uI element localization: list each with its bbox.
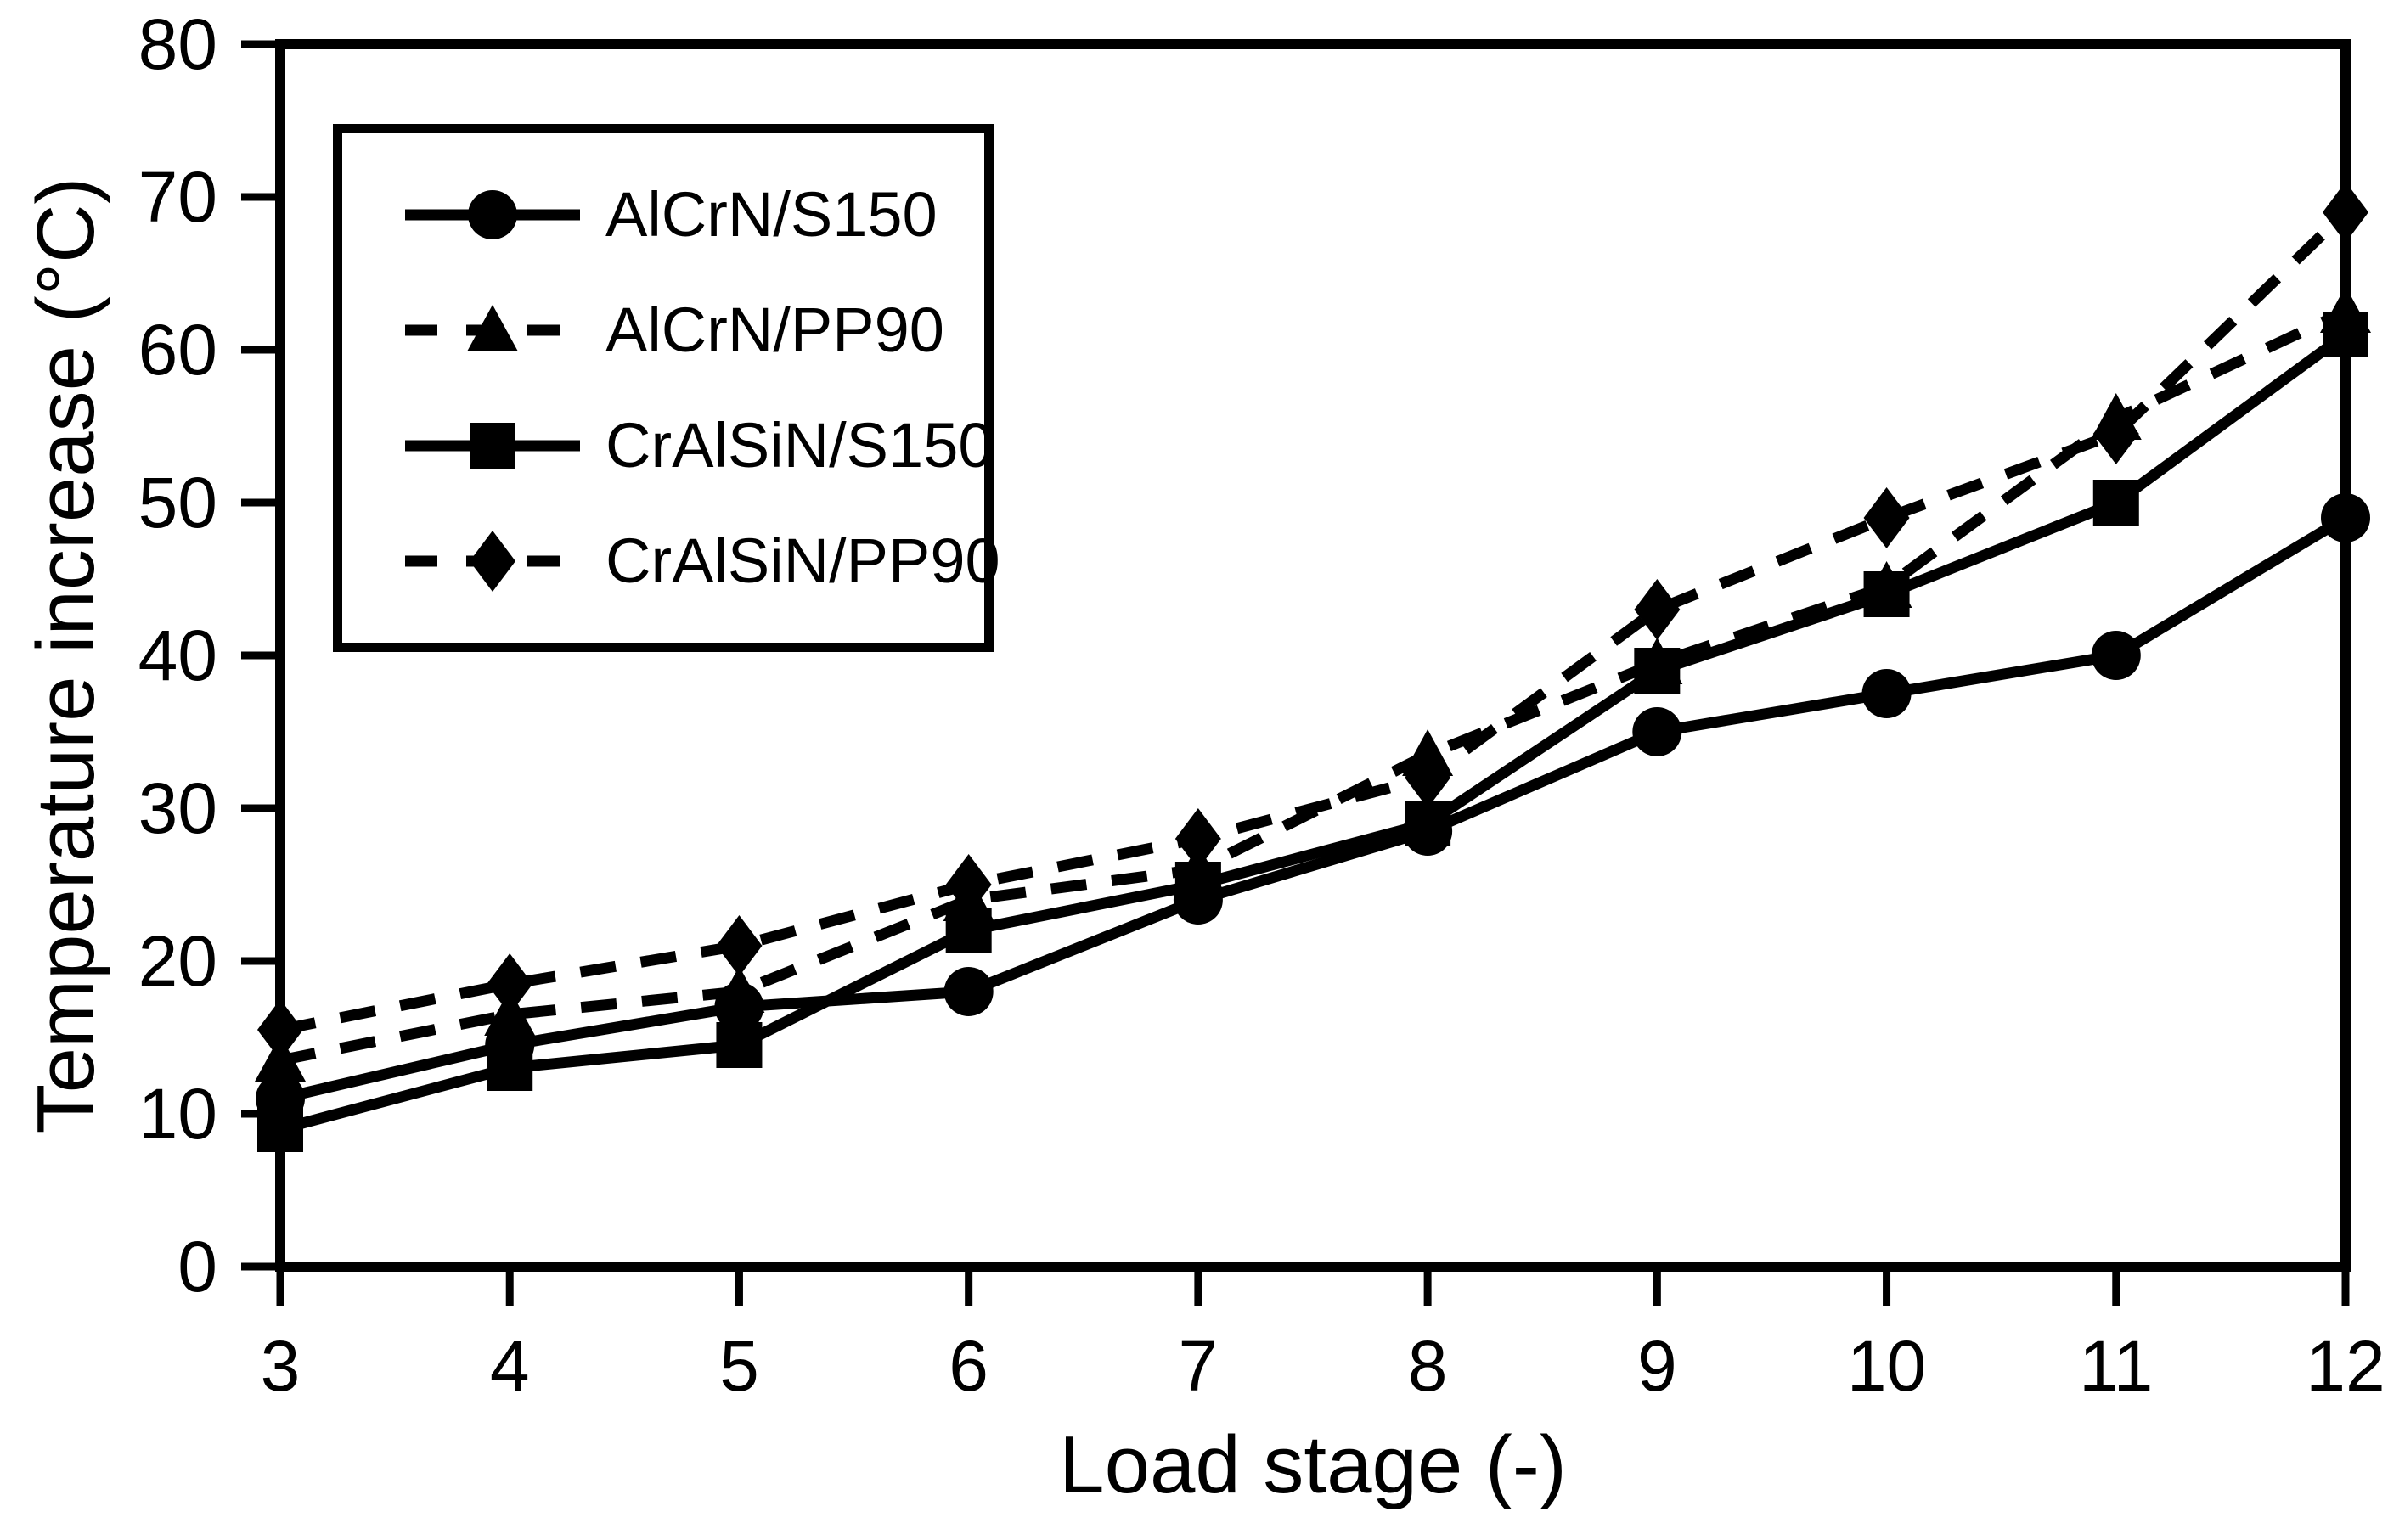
square-marker — [2323, 312, 2368, 357]
triangle-marker — [467, 305, 518, 351]
diamond-marker — [1405, 747, 1451, 808]
y-tick-label: 30 — [138, 768, 217, 848]
x-axis-title: Load stage (-) — [1059, 1419, 1567, 1510]
diamond-marker-icon — [405, 531, 580, 592]
x-tick-label: 6 — [949, 1326, 988, 1406]
x-tick-label: 7 — [1179, 1326, 1219, 1406]
diamond-marker — [1174, 808, 1221, 869]
y-tick-label: 40 — [138, 615, 217, 695]
series-line — [279, 329, 2349, 1135]
x-tick-label: 11 — [2079, 1326, 2153, 1406]
legend-item-cralsin-s150: CrAlSiN/S150 — [402, 399, 994, 492]
circle-marker — [2091, 631, 2141, 680]
diamond-marker — [2323, 182, 2368, 243]
legend-label: CrAlSiN/S150 — [605, 410, 994, 481]
x-tick-label: 5 — [719, 1326, 759, 1406]
diamond-marker — [2092, 403, 2139, 464]
x-tick-label: 3 — [261, 1326, 301, 1406]
x-tick-label: 12 — [2306, 1326, 2385, 1406]
diamond-marker — [487, 953, 533, 1014]
x-tick-label: 8 — [1408, 1326, 1448, 1406]
circle-marker — [1861, 669, 1912, 718]
legend-label: CrAlSiN/PP90 — [605, 526, 1000, 596]
diamond-marker — [257, 999, 303, 1060]
triangle-marker-icon — [405, 305, 580, 351]
diamond-marker — [945, 854, 992, 915]
legend-label: AlCrN/PP90 — [605, 295, 944, 365]
legend-item-alcrn-s150: AlCrN/S150 — [402, 168, 976, 261]
y-tick-label: 50 — [138, 463, 217, 542]
legend-item-alcrn-pp90: AlCrN/PP90 — [402, 284, 976, 377]
legend-label: AlCrN/S150 — [605, 179, 938, 250]
circle-marker — [943, 967, 994, 1016]
series-line — [279, 208, 2350, 1036]
y-tick-label: 0 — [177, 1227, 217, 1307]
square-marker-icon — [405, 423, 580, 469]
diamond-marker — [470, 531, 515, 592]
square-marker — [716, 1022, 763, 1068]
y-tick-label: 60 — [138, 310, 217, 390]
y-tick-label: 10 — [138, 1074, 217, 1154]
y-tick-label: 70 — [138, 157, 217, 237]
y-tick-label: 20 — [138, 921, 217, 1001]
diamond-marker — [1634, 579, 1681, 640]
legend-item-cralsin-pp90: CrAlSiN/PP90 — [402, 514, 1000, 608]
diamond-marker — [716, 915, 763, 976]
diamond-marker — [1863, 487, 1910, 548]
circle-marker — [2321, 493, 2370, 542]
x-tick-label: 10 — [1847, 1326, 1926, 1406]
y-tick-label: 80 — [138, 4, 217, 84]
triangle-marker — [713, 966, 765, 1013]
x-tick-label: 4 — [490, 1326, 530, 1406]
square-marker — [487, 1045, 533, 1091]
square-marker — [2092, 480, 2139, 526]
y-axis-title: Temperature increase (°C) — [20, 177, 111, 1134]
square-marker — [257, 1106, 303, 1152]
square-marker — [1863, 571, 1910, 617]
square-marker — [470, 423, 515, 469]
square-marker — [1634, 648, 1681, 694]
x-tick-label: 9 — [1637, 1326, 1677, 1406]
legend: AlCrN/S150 AlCrN/PP90 CrAlSiN/S150 CrAlS… — [333, 124, 1000, 652]
circle-marker — [1632, 707, 1682, 756]
series-line — [279, 513, 2349, 1104]
circle-marker — [468, 190, 517, 239]
circle-marker-icon — [405, 190, 580, 239]
